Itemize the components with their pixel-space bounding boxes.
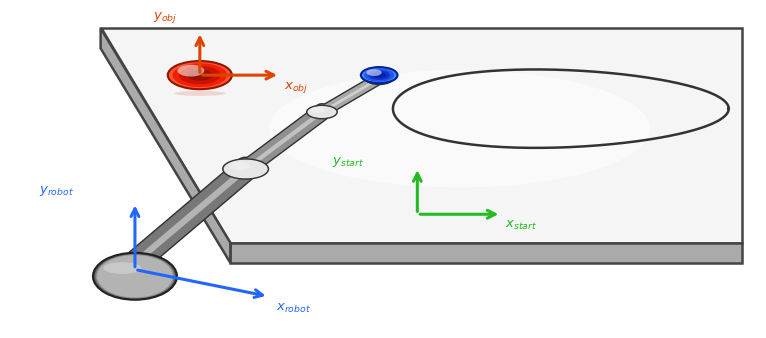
Ellipse shape [94, 254, 176, 299]
Circle shape [307, 106, 336, 118]
Polygon shape [231, 243, 741, 263]
Circle shape [178, 65, 205, 76]
Circle shape [307, 105, 337, 119]
Text: $y_{obj}$: $y_{obj}$ [153, 10, 178, 25]
Circle shape [307, 105, 337, 119]
Circle shape [366, 73, 392, 84]
Text: $x_{robot}$: $x_{robot}$ [277, 301, 311, 315]
Ellipse shape [95, 254, 175, 298]
Circle shape [187, 70, 213, 81]
Ellipse shape [269, 70, 650, 188]
Circle shape [230, 162, 250, 170]
Ellipse shape [97, 255, 172, 297]
Text: $x_{obj}$: $x_{obj}$ [283, 80, 308, 95]
Circle shape [372, 72, 386, 78]
Circle shape [366, 73, 392, 84]
Polygon shape [100, 28, 741, 243]
Text: $y_{robot}$: $y_{robot}$ [39, 184, 74, 198]
Circle shape [223, 159, 269, 179]
Ellipse shape [96, 255, 174, 298]
Circle shape [224, 159, 268, 179]
Circle shape [365, 72, 393, 84]
Circle shape [364, 69, 394, 82]
Circle shape [168, 61, 232, 89]
Circle shape [224, 160, 267, 178]
Text: $x_{start}$: $x_{start}$ [505, 219, 537, 233]
Ellipse shape [93, 253, 177, 300]
Circle shape [366, 69, 381, 76]
Circle shape [365, 73, 393, 84]
Ellipse shape [174, 91, 225, 96]
Circle shape [306, 105, 337, 119]
Text: $y_{start}$: $y_{start}$ [332, 155, 364, 169]
Ellipse shape [103, 262, 141, 274]
Circle shape [172, 63, 227, 87]
Circle shape [311, 107, 325, 113]
Polygon shape [100, 28, 231, 263]
Circle shape [361, 67, 398, 83]
Circle shape [368, 70, 390, 80]
Circle shape [179, 66, 221, 84]
Circle shape [223, 159, 268, 179]
